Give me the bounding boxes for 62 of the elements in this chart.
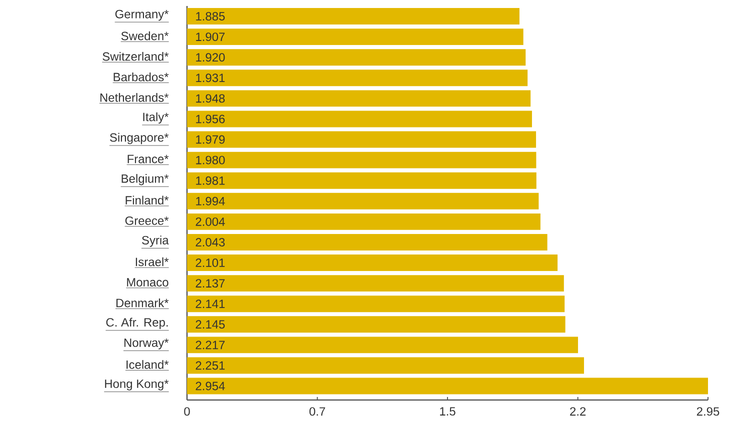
x-tick-label: 2.2 <box>570 407 586 416</box>
bar <box>187 49 526 66</box>
bar <box>187 28 524 46</box>
y-tick-label: Greece* <box>125 216 169 225</box>
x-tick-label: 0.7 <box>309 407 326 416</box>
data-label: 1.948 <box>196 94 225 103</box>
data-label: 2.251 <box>196 361 225 370</box>
y-tick-label: Hong Kong* <box>105 380 169 390</box>
y-tick-label: Singapore* <box>110 132 169 144</box>
bar <box>187 234 548 250</box>
data-label: 1.931 <box>196 74 225 82</box>
data-label: 2.141 <box>196 300 225 308</box>
data-label: 2.145 <box>196 320 225 329</box>
bar <box>187 90 531 107</box>
data-label: 1.956 <box>196 114 225 124</box>
data-label: 1.994 <box>196 196 225 206</box>
data-label: 2.217 <box>196 340 225 350</box>
data-label: 2.137 <box>196 279 225 288</box>
bar <box>187 296 565 312</box>
bar <box>187 131 536 148</box>
y-tick-label: C. Afr. Rep. <box>106 318 168 329</box>
x-tick-label: 2.95 <box>696 407 720 416</box>
y-tick-label: France* <box>128 154 169 164</box>
data-label: 2.043 <box>196 238 225 246</box>
bar <box>187 378 708 394</box>
bar <box>187 70 528 86</box>
y-tick-label: Finland* <box>126 196 169 205</box>
y-tick-label: Germany* <box>115 10 169 21</box>
y-tick-label: Sweden* <box>121 31 169 40</box>
y-tick-label: Denmark* <box>116 298 169 308</box>
bar <box>187 213 540 230</box>
y-tick-label: Israel* <box>136 257 169 266</box>
data-label: 1.980 <box>196 156 225 164</box>
data-label: 2.004 <box>196 217 225 226</box>
y-tick-label: Norway* <box>124 338 169 350</box>
y-tick-label: Syria <box>142 236 169 247</box>
bar <box>187 152 536 168</box>
y-tick-label: Belgium* <box>122 174 169 186</box>
y-tick-label: Switzerland* <box>102 52 169 61</box>
bar <box>187 254 558 271</box>
data-label: 2.954 <box>196 382 225 390</box>
data-label: 1.981 <box>196 176 225 185</box>
y-tick-label: Barbados* <box>114 72 169 82</box>
y-tick-label: Iceland* <box>126 360 169 369</box>
y-tick-label: Italy* <box>143 112 169 124</box>
bar <box>187 316 566 333</box>
bar <box>187 192 539 210</box>
data-label: 1.885 <box>196 12 225 21</box>
bar <box>187 172 536 189</box>
y-tick-label: Netherlands* <box>100 93 169 102</box>
bar <box>187 357 584 374</box>
bar <box>187 336 578 354</box>
bar <box>187 275 564 292</box>
x-tick-label: 0 <box>184 407 190 416</box>
y-tick-label: Monaco <box>127 278 168 286</box>
data-label: 2.101 <box>196 258 225 268</box>
bar <box>187 110 532 128</box>
bar <box>187 8 520 24</box>
data-label: 1.907 <box>196 32 225 42</box>
x-tick-label: 1.5 <box>440 407 456 416</box>
data-label: 1.920 <box>196 53 225 62</box>
data-label: 1.979 <box>196 135 225 144</box>
